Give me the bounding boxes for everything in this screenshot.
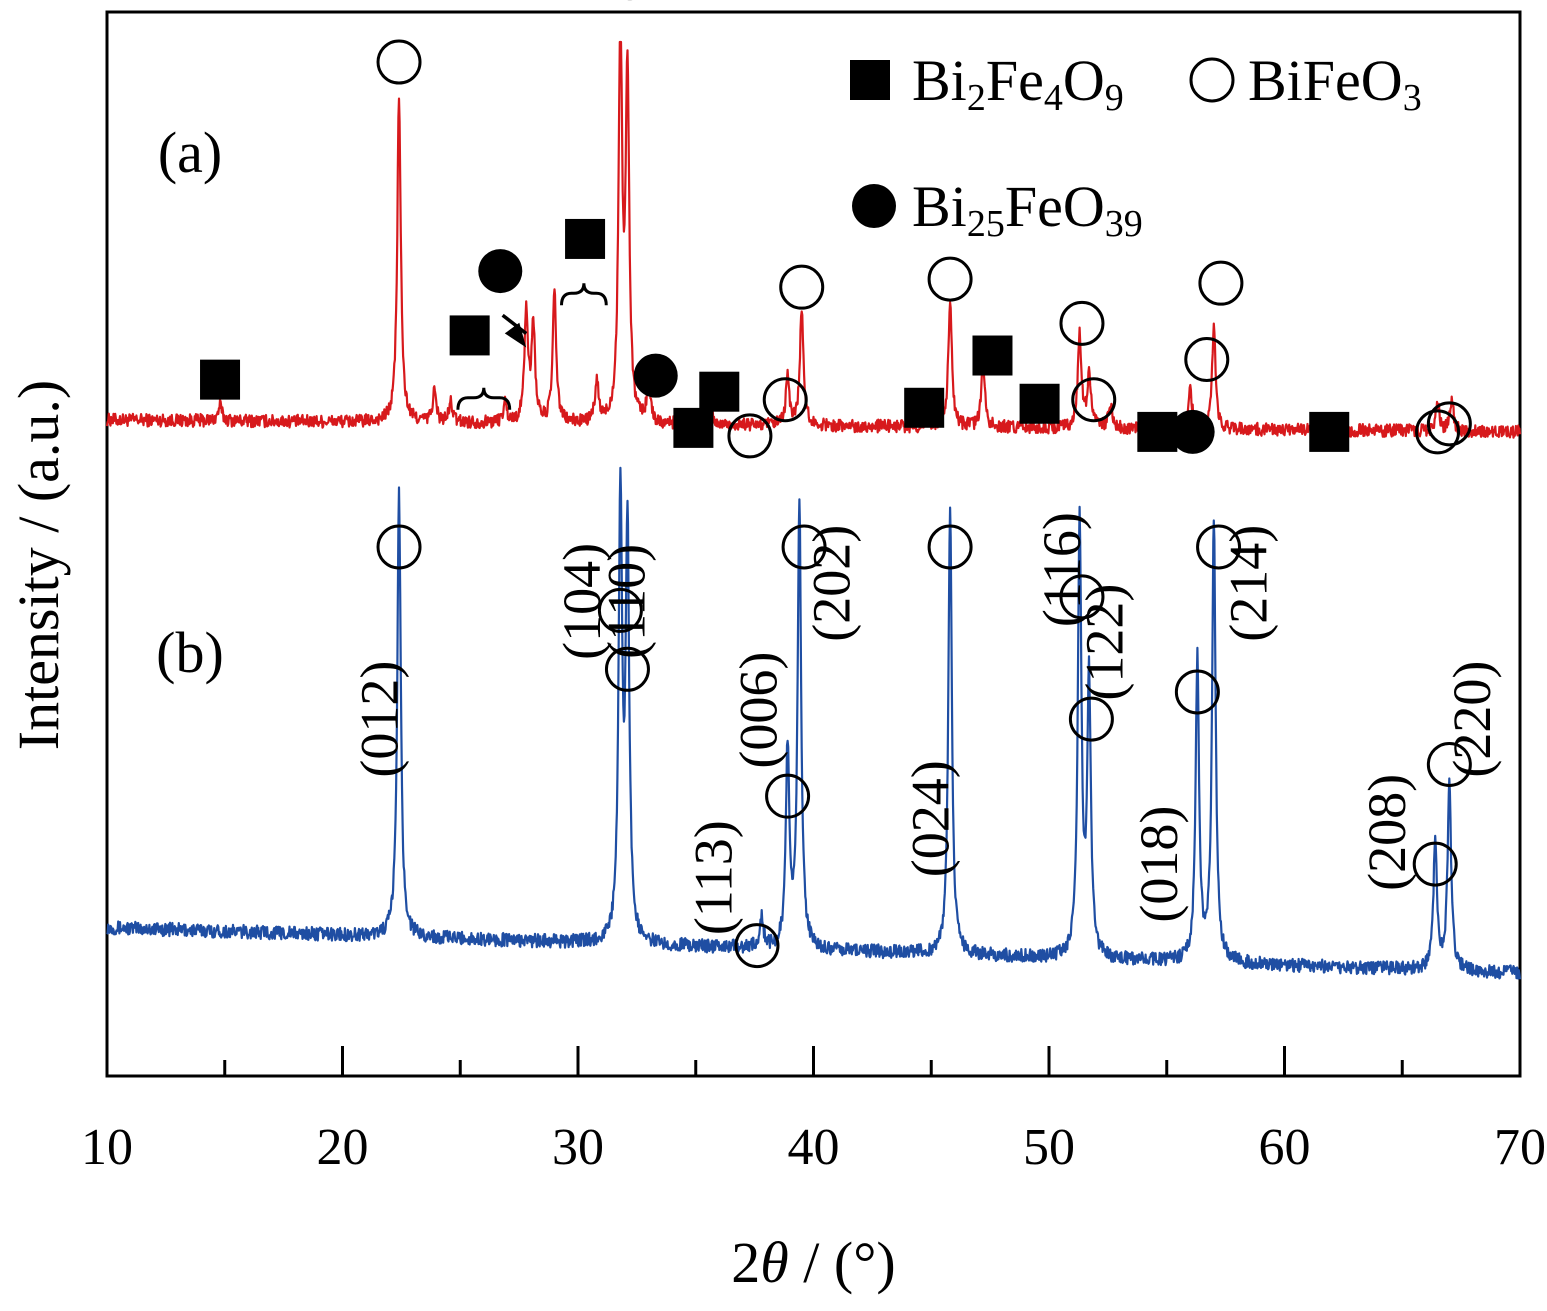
hkl-label: (214)	[1218, 525, 1278, 642]
square-marker-bi2fe4o9	[972, 335, 1013, 376]
x-tick-label: 10	[81, 1119, 133, 1176]
circle-marker-bifeo3	[927, 524, 973, 570]
brace-bracket	[456, 387, 512, 410]
circle-marker-bifeo3	[734, 923, 780, 969]
square-marker-bi2fe4o9	[673, 407, 714, 448]
circle-marker-bifeo3	[376, 524, 422, 570]
arrow-line	[501, 313, 528, 335]
hkl-label: (116)	[1032, 512, 1092, 627]
hkl-label: (110)	[597, 544, 657, 659]
circle-marker-bifeo3	[1068, 696, 1114, 742]
x-tick-label: 20	[317, 1119, 369, 1176]
x-tick-label: 40	[788, 1119, 840, 1176]
hkl-label: (113)	[684, 820, 744, 935]
hkl-label: (006)	[728, 652, 788, 769]
legend-dot-marker	[852, 184, 896, 228]
x-axis-title: 2θ / (°)	[731, 1230, 895, 1295]
circle-marker-bifeo3	[1426, 401, 1472, 447]
dot-marker-bi25feo39	[478, 249, 523, 294]
circle-marker-bifeo3	[781, 524, 827, 570]
square-marker-bi2fe4o9	[565, 218, 606, 259]
square-marker-bi2fe4o9	[904, 387, 945, 428]
x-tick-label: 30	[552, 1119, 604, 1176]
dot-marker-bi25feo39	[1170, 409, 1215, 454]
hkl-label: (122)	[1075, 584, 1135, 701]
circle-marker-bifeo3	[1059, 574, 1105, 620]
hkl-label: (202)	[801, 525, 861, 642]
hkl-label: (104)	[552, 543, 612, 660]
hkl-label: (012)	[349, 661, 409, 778]
series-line-a	[105, 40, 1522, 439]
circle-marker-bifeo3	[779, 264, 825, 310]
circle-marker-bifeo3	[727, 413, 773, 459]
legend-square-marker	[850, 60, 890, 100]
square-marker-bi2fe4o9	[449, 315, 490, 356]
circle-marker-bifeo3	[597, 587, 643, 633]
circle-marker-bifeo3	[1198, 260, 1244, 306]
series-layer	[105, 40, 1522, 980]
circle-marker-bifeo3	[1412, 841, 1458, 887]
circle-marker-bifeo3	[1196, 524, 1242, 570]
circle-marker-bifeo3	[1059, 300, 1105, 346]
legend-label-bi25feo39: Bi25FeO39	[912, 174, 1143, 245]
circle-marker-bifeo3	[604, 646, 650, 692]
circle-marker-bifeo3	[1415, 409, 1461, 455]
arrow-head	[504, 322, 527, 348]
axes: 10 20 30 40 50 60 70 2θ / (°) Intensity / (a.u.)	[6, 10, 1546, 1295]
hkl-label: (220)	[1442, 661, 1502, 778]
x-tick-label: 50	[1023, 1119, 1075, 1176]
legend: Bi2Fe4O9 BiFeO3 Bi25FeO39	[850, 48, 1422, 245]
circle-marker-bifeo3	[376, 39, 422, 85]
square-marker-bi2fe4o9	[1019, 383, 1060, 424]
circle-marker-bifeo3	[1184, 337, 1230, 383]
x-tick-label: 70	[1494, 1119, 1546, 1176]
labels-layer: (a) (b) (012) (104)(110) (113) (006)(202) (024…	[156, 120, 1502, 935]
hkl-label: (024)	[900, 760, 960, 877]
series-line-b	[106, 466, 1522, 980]
hkl-label: (208)	[1357, 774, 1417, 891]
panel-label-a: (a)	[158, 120, 222, 185]
circle-marker-bifeo3	[927, 256, 973, 302]
y-axis-title: Intensity / (a.u.)	[6, 380, 71, 750]
square-marker-bi2fe4o9	[200, 359, 241, 400]
peak-markers	[200, 0, 1472, 969]
circle-marker-bifeo3	[1174, 669, 1220, 715]
hkl-label: (018)	[1129, 806, 1189, 923]
circle-marker-bifeo3	[1071, 377, 1117, 423]
legend-circle-marker	[1189, 57, 1235, 103]
square-marker-bi2fe4o9	[699, 371, 740, 412]
circle-marker-bifeo3	[762, 377, 808, 423]
square-marker-bi2fe4o9	[1309, 411, 1350, 452]
legend-label-bi2fe4o9: Bi2Fe4O9	[912, 48, 1124, 119]
circle-marker-bifeo3	[1426, 741, 1472, 787]
brace-bracket	[560, 283, 608, 306]
legend-label-bifeo3: BiFeO3	[1248, 48, 1422, 119]
circle-marker-bifeo3	[765, 773, 811, 819]
panel-label-b: (b)	[156, 620, 224, 685]
x-tick-label: 60	[1259, 1119, 1311, 1176]
dot-marker-bi25feo39	[633, 353, 678, 398]
